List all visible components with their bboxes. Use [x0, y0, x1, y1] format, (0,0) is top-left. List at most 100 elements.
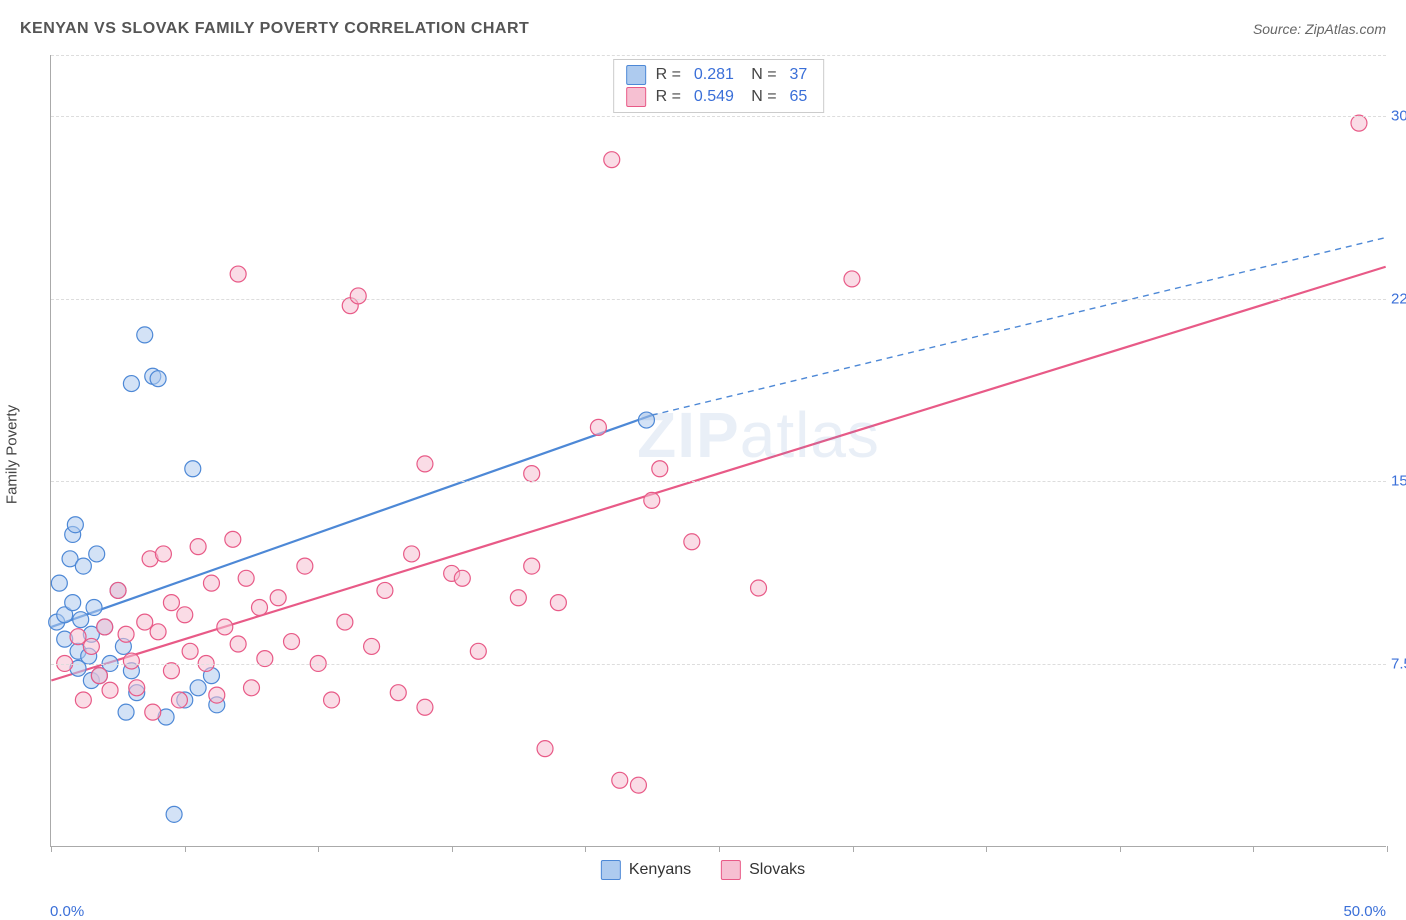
point-kenyans: [137, 327, 153, 343]
point-slovaks: [225, 531, 241, 547]
point-slovaks: [844, 271, 860, 287]
point-kenyans: [65, 595, 81, 611]
swatch-kenyans: [601, 860, 621, 880]
point-slovaks: [364, 638, 380, 654]
point-slovaks: [182, 643, 198, 659]
point-slovaks: [350, 288, 366, 304]
y-axis-label: Family Poverty: [4, 405, 21, 504]
source-label: Source: ZipAtlas.com: [1253, 21, 1386, 37]
x-axis-max: 50.0%: [1343, 903, 1386, 920]
series-legend: Kenyans Slovaks: [601, 860, 805, 880]
point-slovaks: [177, 607, 193, 623]
point-slovaks: [537, 741, 553, 757]
point-slovaks: [230, 636, 246, 652]
y-tick-label: 15.0%: [1391, 473, 1406, 490]
correlation-legend: R = 0.281 N = 37 R = 0.549 N = 65: [613, 59, 825, 113]
point-slovaks: [417, 699, 433, 715]
point-slovaks: [524, 466, 540, 482]
point-slovaks: [652, 461, 668, 477]
point-slovaks: [75, 692, 91, 708]
point-slovaks: [155, 546, 171, 562]
point-slovaks: [590, 419, 606, 435]
x-tick-mark: [1120, 846, 1121, 852]
point-slovaks: [244, 680, 260, 696]
plot-region: ZIPatlas R = 0.281 N = 37R = 0.549 N = 6…: [50, 55, 1386, 847]
point-slovaks: [145, 704, 161, 720]
x-tick-mark: [585, 846, 586, 852]
y-tick-label: 22.5%: [1391, 290, 1406, 307]
y-tick-label: 7.5%: [1391, 656, 1406, 673]
point-kenyans: [638, 412, 654, 428]
point-slovaks: [230, 266, 246, 282]
x-tick-mark: [318, 846, 319, 852]
point-kenyans: [118, 704, 134, 720]
swatch-slovaks: [721, 860, 741, 880]
point-slovaks: [171, 692, 187, 708]
point-slovaks: [163, 595, 179, 611]
point-kenyans: [89, 546, 105, 562]
point-slovaks: [70, 629, 86, 645]
y-tick-label: 30.0%: [1391, 107, 1406, 124]
point-slovaks: [510, 590, 526, 606]
point-kenyans: [150, 371, 166, 387]
point-slovaks: [604, 152, 620, 168]
point-slovaks: [337, 614, 353, 630]
point-slovaks: [417, 456, 433, 472]
legend-item-slovaks: Slovaks: [721, 860, 805, 880]
x-tick-mark: [719, 846, 720, 852]
point-slovaks: [97, 619, 113, 635]
legend-stats-slovaks: R = 0.549 N = 65: [656, 88, 812, 106]
legend-row-slovaks: R = 0.549 N = 65: [626, 86, 812, 108]
legend-stats-kenyans: R = 0.281 N = 37: [656, 66, 812, 84]
point-slovaks: [297, 558, 313, 574]
point-kenyans: [86, 599, 102, 615]
grid-line: [51, 116, 1386, 117]
x-tick-mark: [185, 846, 186, 852]
point-slovaks: [612, 772, 628, 788]
point-kenyans: [190, 680, 206, 696]
grid-line: [51, 664, 1386, 665]
swatch-slovaks: [626, 87, 646, 107]
point-kenyans: [73, 612, 89, 628]
point-kenyans: [67, 517, 83, 533]
x-axis-min: 0.0%: [50, 903, 84, 920]
x-tick-mark: [986, 846, 987, 852]
point-slovaks: [91, 668, 107, 684]
point-slovaks: [190, 539, 206, 555]
point-slovaks: [217, 619, 233, 635]
grid-line: [51, 481, 1386, 482]
point-slovaks: [150, 624, 166, 640]
legend-item-kenyans: Kenyans: [601, 860, 691, 880]
legend-row-kenyans: R = 0.281 N = 37: [626, 64, 812, 86]
point-slovaks: [630, 777, 646, 793]
point-slovaks: [470, 643, 486, 659]
point-slovaks: [137, 614, 153, 630]
point-slovaks: [203, 575, 219, 591]
point-slovaks: [324, 692, 340, 708]
point-kenyans: [185, 461, 201, 477]
scatter-points-layer: [51, 55, 1386, 846]
point-slovaks: [454, 570, 470, 586]
point-slovaks: [390, 685, 406, 701]
point-slovaks: [252, 599, 268, 615]
point-slovaks: [644, 492, 660, 508]
point-slovaks: [550, 595, 566, 611]
x-tick-mark: [51, 846, 52, 852]
point-slovaks: [102, 682, 118, 698]
point-slovaks: [270, 590, 286, 606]
chart-title: KENYAN VS SLOVAK FAMILY POVERTY CORRELAT…: [20, 20, 529, 38]
point-slovaks: [110, 582, 126, 598]
point-slovaks: [118, 626, 134, 642]
x-tick-mark: [1253, 846, 1254, 852]
chart-area: ZIPatlas R = 0.281 N = 37R = 0.549 N = 6…: [50, 55, 1386, 847]
legend-label-kenyans: Kenyans: [629, 861, 691, 879]
point-slovaks: [209, 687, 225, 703]
x-tick-mark: [452, 846, 453, 852]
point-slovaks: [1351, 115, 1367, 131]
point-slovaks: [238, 570, 254, 586]
grid-line: [51, 55, 1386, 56]
point-slovaks: [129, 680, 145, 696]
point-slovaks: [123, 653, 139, 669]
grid-line: [51, 299, 1386, 300]
point-slovaks: [524, 558, 540, 574]
